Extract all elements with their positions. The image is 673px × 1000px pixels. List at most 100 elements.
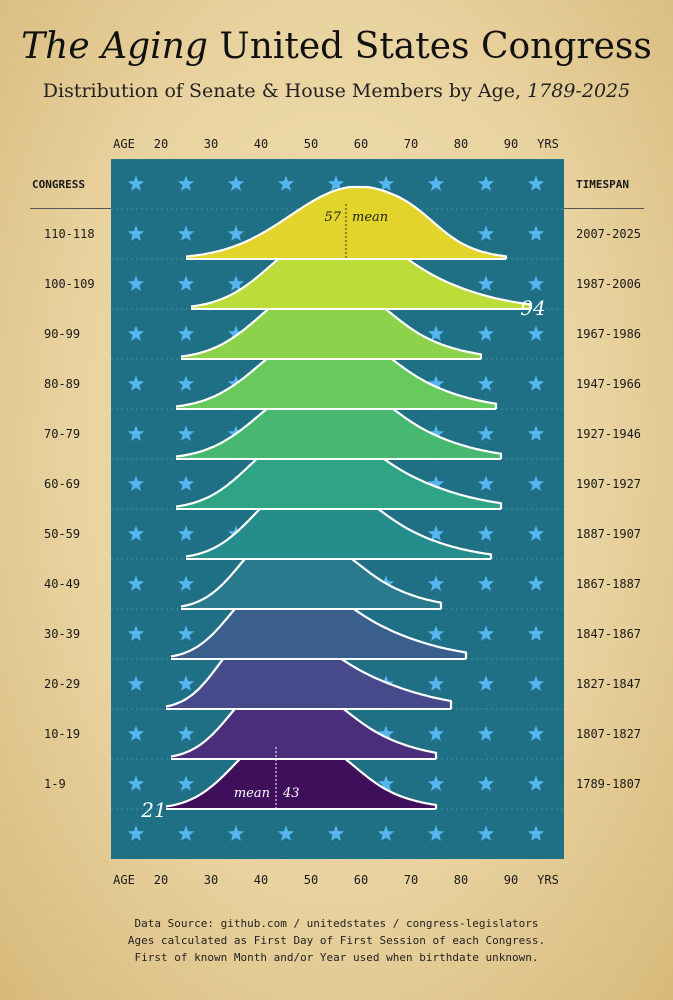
star-icon xyxy=(527,225,545,241)
star-icon xyxy=(177,775,195,791)
ridge-fill xyxy=(181,537,441,609)
star-icon xyxy=(127,625,145,641)
star-icon xyxy=(427,675,445,691)
star-icon xyxy=(427,725,445,741)
timespan-label: 1867-1887 xyxy=(576,577,642,591)
star-icon xyxy=(177,575,195,591)
star-icon xyxy=(177,725,195,741)
bottom-axis-tick-70: 70 xyxy=(403,873,419,887)
top-mean-label: mean xyxy=(352,210,388,225)
star-icon xyxy=(477,725,495,741)
bottom-axis-tick-90: 90 xyxy=(503,873,519,887)
star-icon xyxy=(527,325,545,341)
top-axis-tick-30: 30 xyxy=(203,137,219,151)
ridge-fill xyxy=(171,687,436,759)
star-icon xyxy=(477,325,495,341)
title-rest: United States Congress xyxy=(219,26,652,67)
top-axis-tick-80: 80 xyxy=(453,137,469,151)
timespan-label: 2007-2025 xyxy=(576,227,642,241)
congress-label: 10-19 xyxy=(44,727,81,741)
star-icon xyxy=(327,825,345,841)
star-icon xyxy=(477,425,495,441)
star-icon xyxy=(427,825,445,841)
star-icon xyxy=(377,825,395,841)
star-icon xyxy=(127,275,145,291)
top-axis-tick-20: 20 xyxy=(153,137,169,151)
top-axis: AGE 20 30 40 50 60 70 80 90 YRS xyxy=(0,137,673,155)
star-icon xyxy=(177,475,195,491)
bottom-axis-units-label: YRS xyxy=(537,873,559,887)
star-icon xyxy=(477,475,495,491)
star-icon xyxy=(527,275,545,291)
star-icon xyxy=(427,325,445,341)
star-icon xyxy=(177,525,195,541)
star-icon xyxy=(177,825,195,841)
top-axis-age-label: AGE xyxy=(113,137,135,151)
star-icon xyxy=(527,425,545,441)
bottom-axis-tick-50: 50 xyxy=(303,873,319,887)
top-axis-tick-50: 50 xyxy=(303,137,319,151)
timespan-label: 1987-2006 xyxy=(576,277,642,291)
star-icon xyxy=(477,825,495,841)
star-icon xyxy=(427,425,445,441)
bottom-axis-tick-60: 60 xyxy=(353,873,369,887)
ridge-fill xyxy=(166,737,436,809)
timespan-label: 1967-1986 xyxy=(576,327,642,341)
star-icon xyxy=(177,275,195,291)
source-line-2: Ages calculated as First Day of First Se… xyxy=(127,934,546,947)
star-icon xyxy=(477,175,495,191)
timespan-label: 1887-1907 xyxy=(576,527,642,541)
bottom-axis: AGE 20 30 40 50 60 70 80 90 YRS xyxy=(0,873,673,891)
star-icon xyxy=(477,375,495,391)
star-icon xyxy=(127,475,145,491)
star-icon xyxy=(527,375,545,391)
star-icon xyxy=(427,375,445,391)
top-axis-tick-90: 90 xyxy=(503,137,519,151)
bottom-axis-tick-40: 40 xyxy=(253,873,269,887)
star-icon xyxy=(177,375,195,391)
min-age-label: 21 xyxy=(140,798,166,822)
congress-label: 50-59 xyxy=(44,527,81,541)
ridge-outline xyxy=(185,185,508,259)
congress-label: 90-99 xyxy=(44,327,81,341)
ridge-fill xyxy=(191,237,531,309)
star-icon xyxy=(227,175,245,191)
title-prefix: The xyxy=(21,26,90,67)
header-rule-right xyxy=(564,208,644,209)
star-icon xyxy=(527,625,545,641)
star-icon xyxy=(377,175,395,191)
star-icon xyxy=(177,675,195,691)
title-emphasis: Aging xyxy=(101,26,208,67)
star-icon xyxy=(227,825,245,841)
star-icon xyxy=(527,475,545,491)
star-icon xyxy=(327,175,345,191)
bottom-axis-age-label: AGE xyxy=(113,873,135,887)
timespan-label: 1807-1827 xyxy=(576,727,642,741)
data-source-note: Data Source: github.com / unitedstates /… xyxy=(0,915,673,966)
star-icon xyxy=(427,575,445,591)
star-icon xyxy=(177,225,195,241)
congress-label: 100-109 xyxy=(44,277,95,291)
congress-label: 30-39 xyxy=(44,627,81,641)
congress-label: 80-89 xyxy=(44,377,81,391)
star-icon xyxy=(477,625,495,641)
star-icon xyxy=(127,575,145,591)
top-axis-tick-60: 60 xyxy=(353,137,369,151)
timespan-label: 1847-1867 xyxy=(576,627,642,641)
top-axis-tick-70: 70 xyxy=(403,137,419,151)
star-icon xyxy=(177,175,195,191)
ridge-fill xyxy=(181,287,481,359)
star-icon xyxy=(527,675,545,691)
congress-label: 20-29 xyxy=(44,677,81,691)
subtitle-text: Distribution of Senate & House Members b… xyxy=(42,80,522,102)
timespan-label: 1947-1966 xyxy=(576,377,642,391)
timespan-label: 1907-1927 xyxy=(576,477,642,491)
star-icon xyxy=(377,775,395,791)
star-icon xyxy=(477,775,495,791)
bottom-mean-label: mean xyxy=(234,786,270,801)
star-icon xyxy=(227,275,245,291)
star-icon xyxy=(127,225,145,241)
bottom-axis-tick-20: 20 xyxy=(153,873,169,887)
star-icon xyxy=(127,325,145,341)
